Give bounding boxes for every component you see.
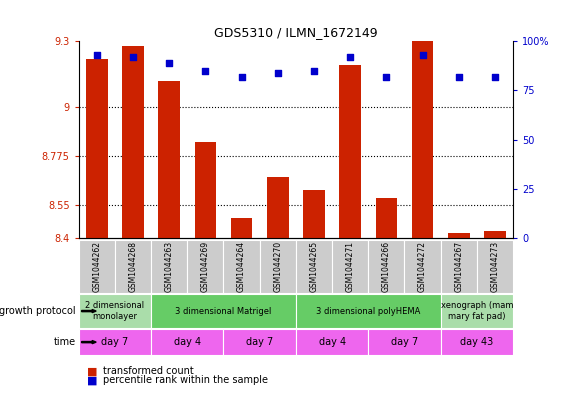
Text: day 7: day 7 (246, 337, 273, 347)
Bar (259, 240, 296, 293)
Bar (368, 240, 405, 293)
Point (490, 73, 500, 80)
Text: ■: ■ (87, 366, 98, 376)
Point (382, 73, 391, 80)
Text: day 7: day 7 (101, 337, 128, 347)
Text: day 7: day 7 (391, 337, 418, 347)
Bar (441, 329, 513, 355)
Bar (79, 294, 151, 328)
Text: GSM1044263: GSM1044263 (164, 241, 174, 292)
Bar (332, 240, 368, 293)
Text: GSM1044267: GSM1044267 (454, 241, 463, 292)
Text: xenograph (mam
mary fat pad): xenograph (mam mary fat pad) (441, 301, 513, 321)
Text: time: time (54, 337, 76, 347)
Text: GSM1044273: GSM1044273 (490, 241, 500, 292)
Bar (441, 294, 513, 328)
Point (418, 52, 427, 58)
Bar (296, 294, 441, 328)
Bar (151, 294, 296, 328)
Bar (441, 240, 477, 293)
Text: GSM1044271: GSM1044271 (346, 241, 354, 292)
Point (128, 54, 138, 60)
Text: ■: ■ (87, 375, 98, 386)
Text: GSM1044270: GSM1044270 (273, 241, 282, 292)
Bar (151, 329, 223, 355)
Text: day 4: day 4 (174, 337, 201, 347)
Text: percentile rank within the sample: percentile rank within the sample (103, 375, 268, 386)
Bar (151, 240, 187, 293)
Bar (187, 240, 223, 293)
Text: 3 dimensional Matrigel: 3 dimensional Matrigel (175, 307, 272, 316)
Bar (195, 142, 216, 238)
Point (454, 73, 463, 80)
Bar (477, 240, 513, 293)
Point (92, 52, 101, 58)
Bar (79, 240, 115, 293)
Bar (296, 240, 332, 293)
Bar (223, 329, 296, 355)
Text: growth protocol: growth protocol (0, 306, 76, 316)
Bar (86, 59, 108, 238)
Bar (296, 329, 368, 355)
Text: GSM1044268: GSM1044268 (128, 241, 138, 292)
Bar (448, 233, 469, 238)
Text: 3 dimensional polyHEMA: 3 dimensional polyHEMA (316, 307, 420, 316)
Text: 2 dimensional
monolayer: 2 dimensional monolayer (85, 301, 145, 321)
Bar (115, 240, 151, 293)
Text: GSM1044269: GSM1044269 (201, 241, 210, 292)
Bar (339, 65, 361, 238)
Text: day 4: day 4 (318, 337, 346, 347)
Text: GSM1044262: GSM1044262 (92, 241, 101, 292)
Bar (405, 240, 441, 293)
Point (346, 54, 355, 60)
Text: GSM1044265: GSM1044265 (310, 241, 318, 292)
Bar (412, 41, 433, 238)
Bar (267, 176, 289, 238)
Bar (122, 46, 144, 238)
Text: GSM1044272: GSM1044272 (418, 241, 427, 292)
Text: GSM1044264: GSM1044264 (237, 241, 246, 292)
Bar (375, 198, 397, 238)
Point (273, 70, 282, 76)
Bar (223, 240, 259, 293)
Point (237, 73, 246, 80)
Bar (159, 81, 180, 238)
Bar (303, 190, 325, 238)
Bar (231, 218, 252, 238)
Bar (79, 329, 151, 355)
Bar (368, 329, 441, 355)
Text: GSM1044266: GSM1044266 (382, 241, 391, 292)
Title: GDS5310 / ILMN_1672149: GDS5310 / ILMN_1672149 (214, 26, 378, 39)
Text: transformed count: transformed count (103, 366, 194, 376)
Point (164, 60, 174, 66)
Point (201, 68, 210, 74)
Bar (484, 231, 506, 238)
Point (310, 68, 319, 74)
Text: day 43: day 43 (460, 337, 493, 347)
